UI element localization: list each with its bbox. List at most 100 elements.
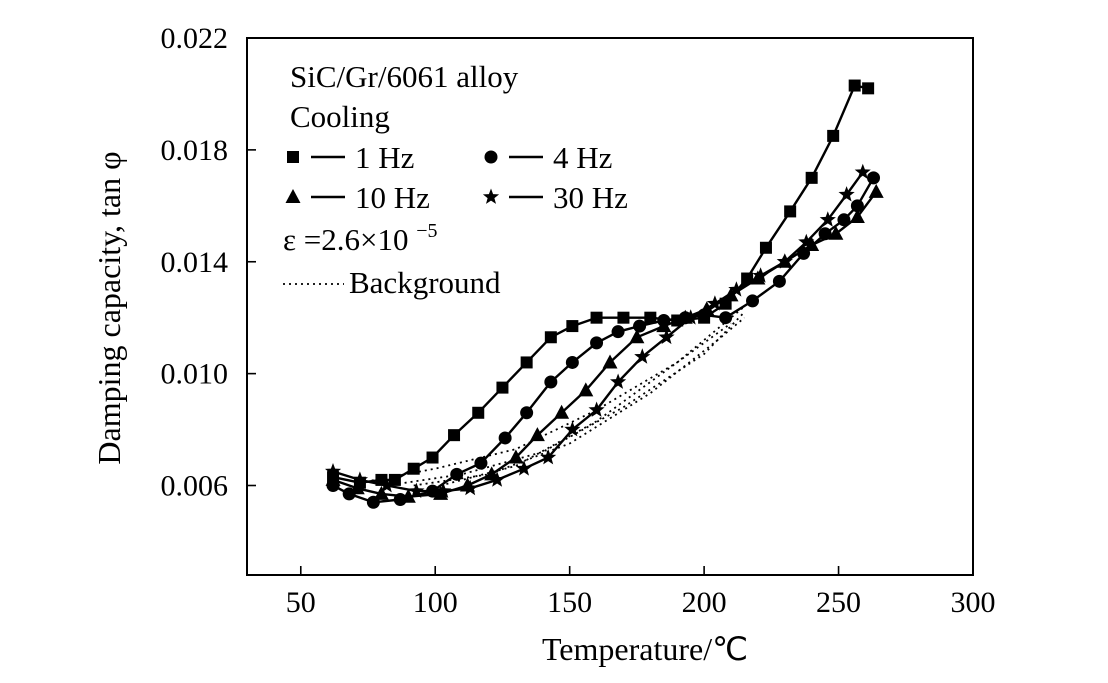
star-marker-30hz [462, 479, 479, 496]
triangle-marker-10hz [400, 488, 416, 503]
y-tick-label: 0.010 [161, 358, 229, 391]
star-marker-30hz [351, 471, 368, 487]
legend-title-line-2: Cooling [290, 99, 390, 134]
square-marker-1hz [544, 331, 557, 344]
x-tick-label: 200 [682, 586, 727, 619]
y-axis-title: Damping capacity, tan φ [91, 151, 127, 464]
circle-marker-4hz [474, 456, 488, 470]
y-tick-label: 0.006 [161, 470, 229, 503]
circle-marker-4hz [498, 431, 512, 445]
circle-marker-4hz [633, 319, 647, 333]
series-30hz [325, 163, 871, 498]
triangle-marker-10hz [849, 209, 865, 223]
star-marker-30hz [540, 449, 557, 465]
tick-labels: 50 100 150 200 250 300 0.006 0.010 0.014 0.018 0.0… [161, 22, 996, 619]
star-marker-30hz [634, 348, 651, 364]
legend-strain-label: ε =2.6×10 −5 [283, 220, 438, 257]
square-marker-1hz [566, 320, 579, 333]
square-marker-1hz [426, 451, 439, 464]
square-marker-1hz [759, 241, 772, 254]
star-marker-30hz [728, 281, 745, 297]
square-marker-1hz [520, 356, 533, 369]
star-marker-30hz [408, 482, 425, 498]
x-tick-label: 100 [413, 586, 458, 619]
x-tick-label: 300 [951, 586, 996, 619]
triangle-marker-10hz [578, 382, 594, 397]
square-marker-1hz [644, 311, 657, 324]
circle-marker-4hz [867, 171, 881, 185]
legend-square-marker [287, 151, 299, 163]
square-marker-1hz [848, 79, 861, 92]
y-tick-label: 0.014 [161, 246, 229, 279]
triangle-marker-10hz [508, 449, 524, 464]
triangle-marker-10hz [629, 329, 645, 344]
circle-marker-4hz [850, 199, 864, 213]
legend-label-10hz: 10 Hz [355, 180, 430, 215]
circle-marker-4hz [590, 336, 604, 350]
circle-marker-4hz [719, 311, 733, 325]
square-marker-1hz [617, 311, 630, 324]
legend-entry-4hz: 4 Hz [484, 140, 612, 175]
triangle-marker-10hz [554, 404, 570, 419]
star-marker-30hz [515, 460, 532, 476]
background-curve [413, 317, 745, 487]
legend-label-1hz: 1 Hz [355, 140, 414, 175]
strain-label-exponent: −5 [416, 220, 437, 242]
star-marker-30hz [682, 309, 699, 325]
x-tick-label: 50 [286, 586, 316, 619]
circle-marker-4hz [520, 406, 534, 420]
legend-label-4hz: 4 Hz [553, 140, 612, 175]
triangle-marker-10hz [868, 183, 884, 198]
legend-entry-10hz: 10 Hz [285, 180, 430, 215]
circle-marker-4hz [450, 467, 464, 481]
square-marker-1hz [472, 406, 485, 419]
triangle-marker-10hz [529, 427, 545, 442]
star-marker-30hz [798, 233, 815, 249]
y-tick-label: 0.018 [161, 134, 229, 167]
legend-background-label: Background [349, 265, 501, 300]
circle-marker-4hz [565, 355, 579, 369]
legend-label-30hz: 30 Hz [553, 180, 628, 215]
star-marker-30hz [489, 471, 506, 487]
triangle-marker-10hz [804, 236, 820, 251]
star-marker-30hz [564, 421, 581, 437]
series-layer [325, 79, 884, 509]
x-tick-label: 250 [816, 586, 861, 619]
star-marker-30hz [658, 328, 675, 345]
legend-entry-30hz: 30 Hz [482, 180, 628, 215]
circle-marker-4hz [772, 274, 786, 288]
circle-marker-4hz [746, 294, 760, 308]
background-curve [359, 305, 745, 484]
square-marker-1hz [448, 429, 461, 442]
star-marker-30hz [435, 482, 452, 498]
square-marker-1hz [590, 311, 603, 324]
background-curve [386, 311, 746, 487]
legend: SiC/Gr/6061 alloy Cooling 1 Hz 4 Hz 10 Hz 3… [283, 59, 628, 300]
star-marker-30hz [588, 401, 605, 417]
star-marker-30hz [325, 463, 342, 479]
star-marker-30hz [706, 295, 723, 311]
legend-entry-1hz: 1 Hz [287, 140, 414, 175]
legend-triangle-marker [285, 189, 301, 203]
circle-marker-4hz [837, 213, 851, 227]
star-marker-30hz [819, 211, 836, 227]
star-marker-30hz [378, 477, 395, 493]
square-marker-1hz [862, 82, 875, 95]
star-marker-30hz [610, 373, 627, 389]
strain-label-text: ε =2.6×10 [283, 222, 408, 257]
square-marker-1hz [827, 129, 840, 142]
square-marker-1hz [496, 381, 509, 394]
axis-ticks [247, 37, 974, 575]
legend-entries: 1 Hz 4 Hz 10 Hz 30 Hz [285, 140, 628, 215]
square-marker-1hz [784, 205, 797, 218]
background-curves [359, 305, 746, 487]
square-marker-1hz [407, 462, 420, 475]
circle-marker-4hz [611, 325, 625, 339]
star-marker-30hz [838, 186, 855, 202]
star-marker-30hz [776, 253, 793, 269]
star-marker-30hz [752, 267, 769, 283]
triangle-marker-10hz [656, 318, 672, 333]
legend-title-line-1: SiC/Gr/6061 alloy [290, 59, 519, 94]
x-axis-title: Temperature/℃ [542, 631, 748, 667]
